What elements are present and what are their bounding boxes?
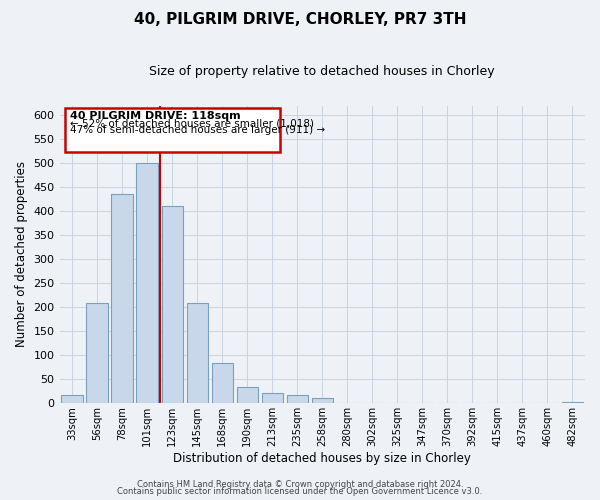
Bar [86,302,108,404]
Bar [236,386,258,404]
Bar [136,163,158,404]
X-axis label: Distribution of detached houses by size in Chorley: Distribution of detached houses by size … [173,452,471,465]
Bar [562,402,583,404]
Bar [61,395,83,404]
Bar [161,206,183,404]
Bar [262,393,283,404]
Text: 40 PILGRIM DRIVE: 118sqm: 40 PILGRIM DRIVE: 118sqm [70,111,240,121]
Title: Size of property relative to detached houses in Chorley: Size of property relative to detached ho… [149,65,495,78]
Text: 47% of semi-detached houses are larger (911) →: 47% of semi-detached houses are larger (… [70,125,325,135]
Bar [212,362,233,404]
Y-axis label: Number of detached properties: Number of detached properties [15,162,28,348]
Text: 40, PILGRIM DRIVE, CHORLEY, PR7 3TH: 40, PILGRIM DRIVE, CHORLEY, PR7 3TH [134,12,466,28]
Bar [112,194,133,404]
Text: Contains public sector information licensed under the Open Government Licence v3: Contains public sector information licen… [118,487,482,496]
Bar [187,302,208,404]
Bar [287,395,308,404]
Text: ← 52% of detached houses are smaller (1,018): ← 52% of detached houses are smaller (1,… [70,118,314,128]
Text: Contains HM Land Registry data © Crown copyright and database right 2024.: Contains HM Land Registry data © Crown c… [137,480,463,489]
FancyBboxPatch shape [65,108,280,152]
Bar [311,398,333,404]
